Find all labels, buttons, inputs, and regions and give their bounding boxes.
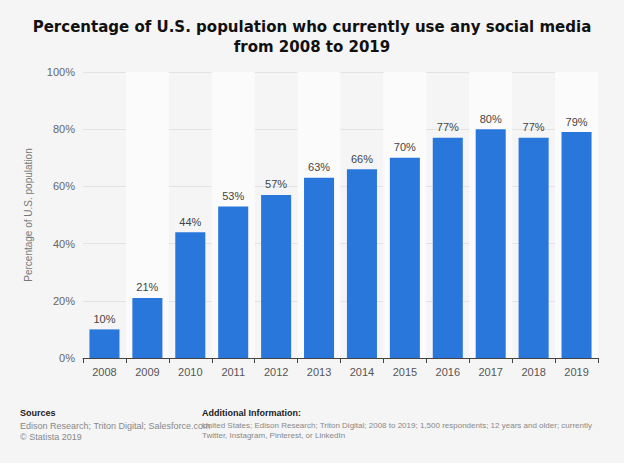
svg-text:Twitter, Instagram, Pinterest,: Twitter, Instagram, Pinterest, or Linked… <box>202 431 345 440</box>
svg-text:Percentage of U.S. population: Percentage of U.S. population <box>23 148 34 281</box>
svg-text:10%: 10% <box>93 313 115 325</box>
svg-text:2016: 2016 <box>436 366 460 378</box>
svg-text:© Statista 2019: © Statista 2019 <box>20 432 82 442</box>
svg-text:2017: 2017 <box>478 366 502 378</box>
svg-text:20%: 20% <box>53 295 75 307</box>
svg-text:2011: 2011 <box>221 366 245 378</box>
svg-text:79%: 79% <box>566 116 588 128</box>
svg-text:70%: 70% <box>394 141 416 153</box>
svg-text:2014: 2014 <box>350 366 374 378</box>
svg-text:21%: 21% <box>136 281 158 293</box>
svg-text:Percentage of U.S. population: Percentage of U.S. population who curren… <box>33 18 592 36</box>
svg-text:80%: 80% <box>53 123 75 135</box>
svg-text:2019: 2019 <box>564 366 588 378</box>
svg-text:Sources: Sources <box>20 408 56 418</box>
svg-text:100%: 100% <box>47 66 75 78</box>
svg-text:2012: 2012 <box>264 366 288 378</box>
svg-text:63%: 63% <box>308 161 330 173</box>
svg-text:57%: 57% <box>265 178 287 190</box>
svg-text:40%: 40% <box>53 238 75 250</box>
svg-text:44%: 44% <box>179 216 201 228</box>
svg-text:2018: 2018 <box>521 366 545 378</box>
svg-text:2015: 2015 <box>393 366 417 378</box>
svg-text:0%: 0% <box>59 352 75 364</box>
svg-text:80%: 80% <box>480 113 502 125</box>
svg-text:United States; Edison Research: United States; Edison Research; Triton D… <box>202 421 592 430</box>
svg-text:2008: 2008 <box>92 366 116 378</box>
svg-text:from 2008 to 2019: from 2008 to 2019 <box>234 38 391 56</box>
svg-text:77%: 77% <box>437 121 459 133</box>
svg-text:Additional Information:: Additional Information: <box>202 408 301 418</box>
svg-text:77%: 77% <box>523 121 545 133</box>
svg-text:Edison Research; Triton Digita: Edison Research; Triton Digital; Salesfo… <box>20 421 211 431</box>
svg-text:66%: 66% <box>351 153 373 165</box>
svg-text:53%: 53% <box>222 190 244 202</box>
svg-text:2010: 2010 <box>178 366 202 378</box>
svg-text:60%: 60% <box>53 180 75 192</box>
svg-text:2009: 2009 <box>135 366 159 378</box>
svg-text:2013: 2013 <box>307 366 331 378</box>
